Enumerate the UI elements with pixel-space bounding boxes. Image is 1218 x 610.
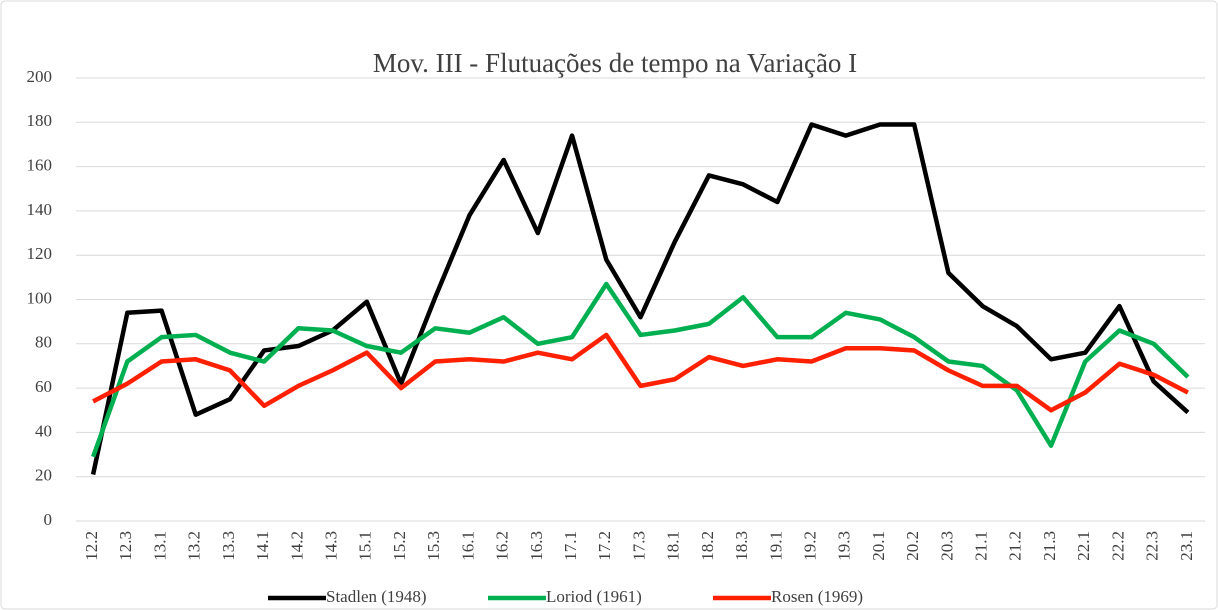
x-tick-label: 16.1 [458,531,477,561]
x-tick-label: 18.2 [698,531,717,561]
x-tick-label: 20.1 [869,531,888,561]
x-tick-label: 18.1 [664,531,683,561]
x-tick-label: 19.3 [835,531,854,561]
x-tick-label: 14.2 [287,531,306,561]
y-tick-label: 180 [27,111,53,130]
x-tick-label: 15.1 [356,531,375,561]
x-tick-label: 23.1 [1177,531,1196,561]
x-tick-label: 19.1 [766,531,785,561]
x-tick-label: 22.3 [1143,531,1162,561]
legend-label: Rosen (1969) [771,587,863,606]
y-tick-label: 0 [44,510,53,529]
x-tick-label: 18.3 [732,531,751,561]
y-tick-label: 60 [35,377,52,396]
x-tick-label: 21.2 [1006,531,1025,561]
x-tick-label: 14.3 [321,531,340,561]
x-tick-label: 17.1 [561,531,580,561]
series-line [92,332,1189,413]
x-tick-label: 21.3 [1040,531,1059,561]
y-tick-label: 200 [27,67,53,86]
y-tick-label: 40 [35,421,52,440]
x-tick-label: 14.1 [253,531,272,561]
x-tick-label: 17.3 [629,531,648,561]
x-tick-label: 16.3 [527,531,546,561]
y-tick-label: 160 [27,156,53,175]
x-tick-label: 20.3 [937,531,956,561]
legend-label: Loriod (1961) [546,587,642,606]
x-tick-label: 22.1 [1074,531,1093,561]
x-tick-label: 21.1 [972,531,991,561]
y-tick-label: 20 [35,466,52,485]
x-tick-label: 13.2 [185,531,204,561]
legend-label: Stadlen (1948) [326,587,427,606]
x-tick-label: 15.3 [424,531,443,561]
x-tick-label: 13.3 [219,531,238,561]
x-tick-label: 13.1 [150,531,169,561]
x-tick-label: 15.2 [390,531,409,561]
x-tick-label: 22.2 [1108,531,1127,561]
x-tick-label: 16.2 [493,531,512,561]
x-tick-label: 12.3 [116,531,135,561]
y-tick-label: 140 [27,200,53,219]
x-tick-label: 20.2 [903,531,922,561]
x-tick-label: 17.2 [595,531,614,561]
series-line [90,281,1190,458]
x-tick-label: 19.2 [800,531,819,561]
y-tick-label: 120 [27,244,53,263]
chart-title: Mov. III - Flutuações de tempo na Variaç… [373,48,857,78]
y-tick-label: 100 [27,288,53,307]
y-tick-label: 80 [35,333,52,352]
x-tick-label: 12.2 [82,531,101,561]
